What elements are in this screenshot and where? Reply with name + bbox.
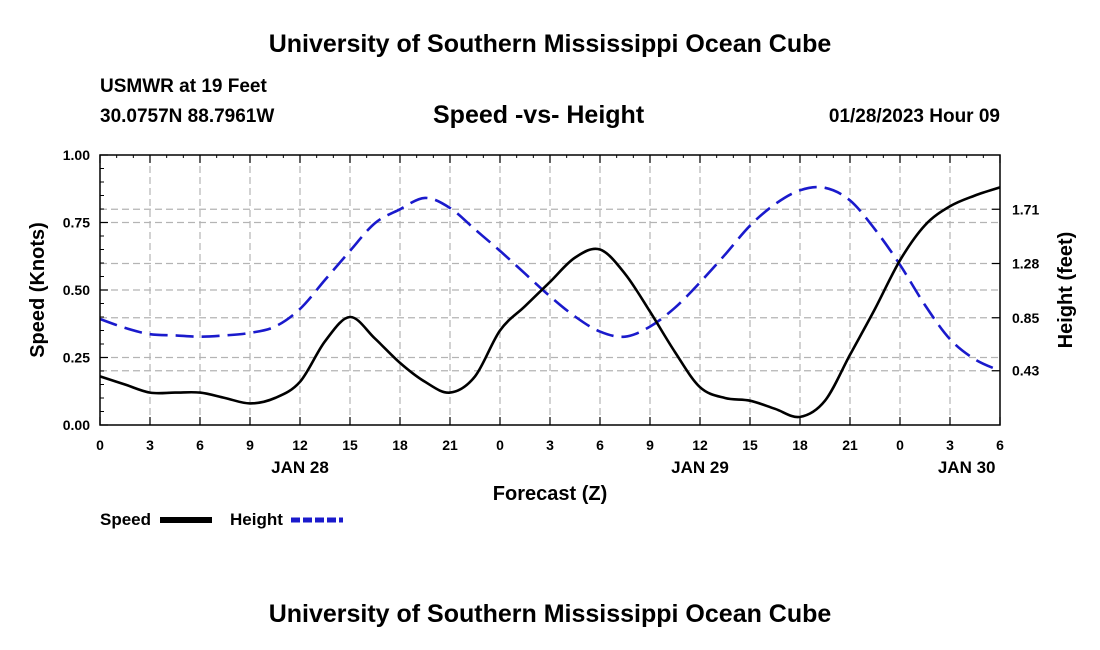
- station-label: USMWR at 19 Feet: [100, 76, 267, 97]
- x-tick-label: 21: [842, 437, 858, 453]
- legend: Speed Height: [100, 510, 343, 529]
- x-tick-label: 9: [246, 437, 254, 453]
- y-tick-label-left: 1.00: [63, 147, 90, 163]
- y-tick-label-left: 0.00: [63, 417, 90, 433]
- x-tick-label: 9: [646, 437, 654, 453]
- chart-title: University of Southern Mississippi Ocean…: [268, 30, 832, 58]
- date-label: JAN 28: [271, 458, 329, 477]
- axis-ticks: [99, 154, 1001, 426]
- speed-height-chart: 0 3 6 9 12 15 18 21 0 3 6 9 12 15 18 21 0 3 6 JAN 28 JAN 29 J…: [27, 147, 1077, 529]
- y-tick-label-right: 1.71: [1012, 201, 1039, 217]
- date-label: JAN 30: [938, 458, 996, 477]
- x-tick-label: 18: [792, 437, 808, 453]
- x-tick-label: 21: [442, 437, 458, 453]
- footer-title: University of Southern Mississippi Ocean…: [268, 600, 832, 628]
- y-axis-label-right: Height (feet): [1055, 232, 1077, 349]
- x-tick-label: 3: [546, 437, 554, 453]
- x-tick-label: 6: [596, 437, 604, 453]
- series-line-speed: [99, 186, 1001, 419]
- y-tick-label-left: 0.25: [63, 350, 90, 366]
- legend-speed-label: Speed: [100, 510, 151, 529]
- y-tick-label-left: 0.50: [63, 282, 90, 298]
- date-label: JAN 29: [671, 458, 729, 477]
- chart-subtitle: Speed -vs- Height: [433, 101, 645, 129]
- datetime-label: 01/28/2023 Hour 09: [828, 106, 1000, 127]
- x-tick-label: 12: [692, 437, 708, 453]
- x-tick-label: 3: [146, 437, 154, 453]
- x-tick-label: 0: [896, 437, 904, 453]
- x-tick-label: 3: [946, 437, 954, 453]
- y-tick-label-right: 0.85: [1012, 310, 1039, 326]
- y-tick-label-right: 1.28: [1012, 256, 1039, 272]
- x-axis-label: Forecast (Z): [493, 483, 607, 505]
- y-axis-label-left: Speed (Knots): [27, 222, 49, 358]
- x-tick-label: 0: [496, 437, 504, 453]
- axis-labels: 0 3 6 9 12 15 18 21 0 3 6 9 12 15 18 21 0 3 6 JAN 28 JAN 29 J…: [63, 147, 1040, 477]
- x-tick-label: 15: [342, 437, 358, 453]
- coordinates-label: 30.0757N 88.7961W: [100, 106, 275, 127]
- x-tick-label: 6: [996, 437, 1004, 453]
- x-tick-label: 12: [292, 437, 308, 453]
- x-tick-label: 15: [742, 437, 758, 453]
- series-line-height: [99, 185, 1001, 372]
- grid-lines: [100, 155, 1000, 425]
- legend-height-label: Height: [230, 510, 283, 529]
- series-layer: [99, 185, 1001, 419]
- x-tick-label: 6: [196, 437, 204, 453]
- x-tick-label: 18: [392, 437, 408, 453]
- y-tick-label-right: 0.43: [1012, 363, 1039, 379]
- y-tick-label-left: 0.75: [63, 215, 90, 231]
- x-tick-label: 0: [96, 437, 104, 453]
